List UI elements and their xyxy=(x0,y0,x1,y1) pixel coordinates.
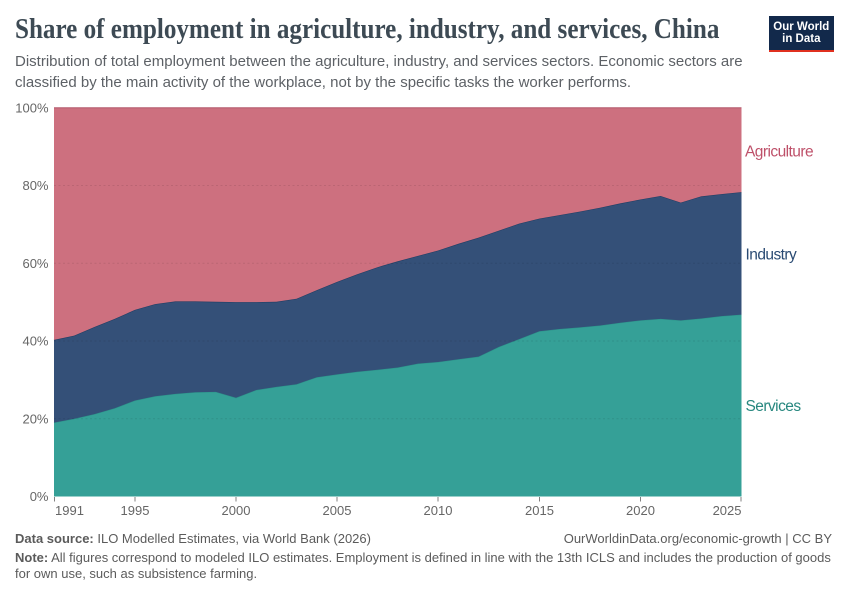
svg-text:Industry: Industry xyxy=(746,247,798,264)
svg-text:20%: 20% xyxy=(22,411,48,426)
svg-text:40%: 40% xyxy=(22,334,48,349)
svg-text:80%: 80% xyxy=(22,178,48,193)
svg-text:1995: 1995 xyxy=(121,503,150,518)
svg-text:2005: 2005 xyxy=(323,503,352,518)
svg-text:2010: 2010 xyxy=(424,503,453,518)
svg-text:0%: 0% xyxy=(30,489,49,504)
svg-text:2000: 2000 xyxy=(222,503,251,518)
svg-text:2015: 2015 xyxy=(525,503,554,518)
svg-text:100%: 100% xyxy=(15,100,49,115)
svg-text:1991: 1991 xyxy=(55,503,84,518)
svg-text:Agriculture: Agriculture xyxy=(745,144,813,161)
svg-text:2020: 2020 xyxy=(626,503,655,518)
svg-text:2025: 2025 xyxy=(713,503,742,518)
svg-text:60%: 60% xyxy=(22,256,48,271)
svg-text:Services: Services xyxy=(746,398,802,415)
